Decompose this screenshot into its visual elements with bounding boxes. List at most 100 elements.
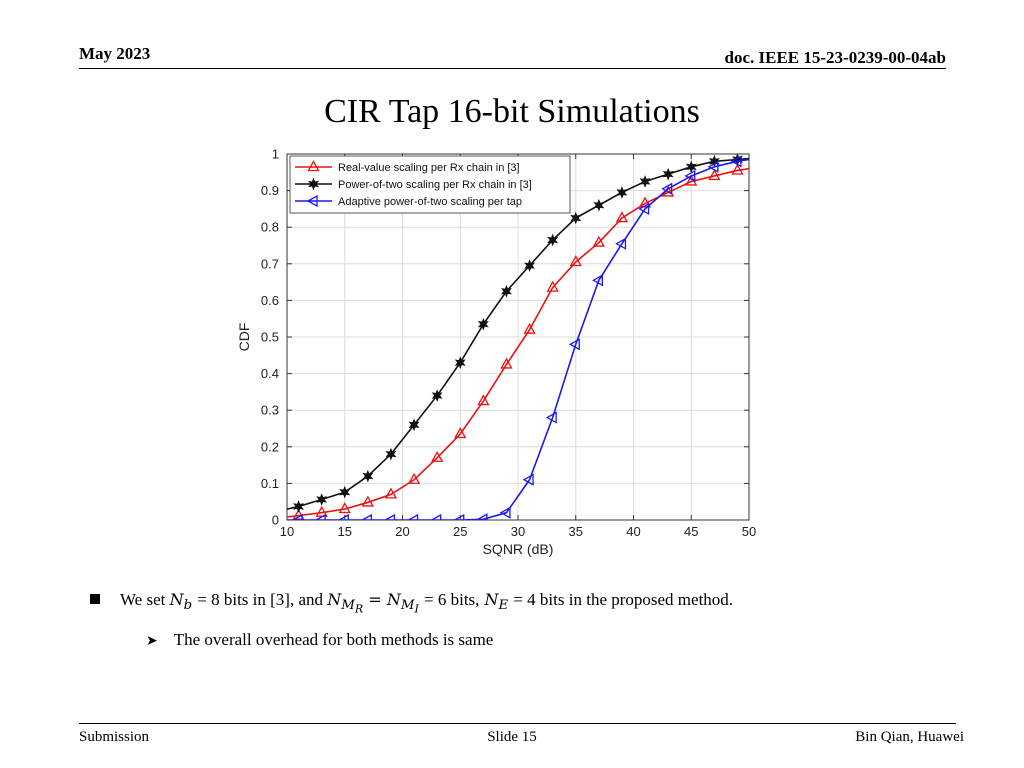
series-1-point <box>638 196 652 208</box>
series-1-line <box>287 167 749 518</box>
footer-submission: Submission <box>79 729 150 745</box>
series-2-point <box>662 167 674 181</box>
plot-frame <box>286 153 750 521</box>
series-2-line <box>287 157 749 511</box>
series-3-point <box>407 513 419 520</box>
x-tick-label: 50 <box>742 524 756 539</box>
x-axis-label: SQNR (dB) <box>483 541 554 557</box>
bullet-1-text-a: We set <box>120 590 170 609</box>
x-tick-label: 35 <box>569 524 583 539</box>
footer-rule <box>79 723 956 724</box>
y-tick-label: 0.7 <box>261 256 279 271</box>
legend-marker-1 <box>307 160 320 172</box>
legend-label-1: Real-value scaling per Rx chain in [3] <box>338 162 520 174</box>
series-2-point <box>316 493 328 506</box>
y-tick-label: 0.1 <box>261 476 279 491</box>
series-1 <box>287 163 749 520</box>
series-3-line <box>287 158 749 520</box>
series-2 <box>287 154 749 513</box>
series-3-point <box>545 411 557 424</box>
x-tick-label: 40 <box>626 524 640 539</box>
math-nmr-nmi: NMR = NMI <box>327 590 419 616</box>
series-3-point <box>384 513 396 520</box>
series-1-point <box>546 280 559 292</box>
bullet-2: ➤ The overall overhead for both methods i… <box>146 630 493 650</box>
series-1-point <box>338 502 351 514</box>
series-3-point <box>291 513 303 520</box>
series-2-point <box>362 469 374 483</box>
series-3-point <box>337 513 349 520</box>
bullet-1-text-b: = 8 bits in [3], and <box>197 590 328 609</box>
series-2-point <box>570 211 582 225</box>
bullet-1: We set Nb = 8 bits in [3], and NMR = NMI… <box>90 590 733 616</box>
arrow-bullet-icon: ➤ <box>146 634 158 649</box>
square-bullet-icon <box>90 594 100 604</box>
series-3-point <box>707 160 719 173</box>
series-3-point <box>476 513 488 520</box>
series-3-point <box>684 169 696 183</box>
bullet-1-text-c: = 6 bits, <box>424 590 480 609</box>
series-3-point <box>453 513 465 520</box>
series-2-point <box>593 198 605 212</box>
bullet-1-text-d: = 4 bits in the proposed method. <box>513 590 734 609</box>
series-3-point <box>499 506 511 519</box>
y-tick-label: 0.8 <box>261 220 279 235</box>
y-tick-label: 0.3 <box>261 403 279 418</box>
series-2-point <box>477 317 489 331</box>
series-1-point <box>384 487 398 499</box>
series-3-point <box>638 202 650 216</box>
legend-marker-2 <box>308 177 319 191</box>
bullet-2-text: The overall overhead for both methods is… <box>173 630 494 649</box>
series-1-point <box>431 450 444 462</box>
math-ne: NE <box>484 590 509 614</box>
legend-label-2: Power-of-two scaling per Rx chain in [3] <box>338 179 532 191</box>
slide-title: CIR Tap 16-bit Simulations <box>324 93 700 130</box>
footer-author: Bin Qian, Huawei <box>855 729 964 745</box>
series-1-point <box>315 505 328 517</box>
y-tick-label: 0 <box>272 513 279 528</box>
series-2-point <box>639 175 651 188</box>
series-3-point <box>522 473 534 486</box>
series-3-point <box>361 513 373 520</box>
series-2-point <box>547 233 559 247</box>
series-2-point <box>293 500 305 513</box>
x-tick-label: 45 <box>684 524 698 539</box>
legend-marker-3 <box>306 194 318 208</box>
cdf-line-chart: 10 15 20 25 30 35 40 45 50 0 0.1 0.2 0.3 0.4 0.5 0.6 0.7… <box>236 147 756 558</box>
series-3-point <box>615 237 627 250</box>
legend-label-3: Adaptive power-of-two scaling per tap <box>338 196 522 208</box>
series-1-point <box>708 169 721 181</box>
series-3-point <box>568 338 580 351</box>
series-1-point <box>454 427 467 439</box>
y-tick-label: 0.2 <box>261 439 279 454</box>
x-tick-label: 10 <box>280 524 294 539</box>
series-3-point <box>430 513 442 520</box>
series-2-point <box>616 186 628 199</box>
series-2-point <box>454 356 466 369</box>
series-1-point <box>407 472 421 484</box>
series-3-point <box>730 155 742 168</box>
series-1-point <box>615 211 629 223</box>
series-1-point <box>592 235 605 247</box>
series-3 <box>287 155 749 520</box>
y-tick-label: 1 <box>272 147 279 162</box>
series-2-point <box>500 284 512 298</box>
x-tick-label: 20 <box>395 524 409 539</box>
chart-legend: Real-value scaling per Rx chain in [3] Po… <box>289 155 571 214</box>
header-doc-id: doc. IEEE 15-23-0239-00-04ab <box>724 48 946 67</box>
x-tick-label: 15 <box>338 524 352 539</box>
series-1-point <box>477 394 490 406</box>
series-1-point <box>569 255 582 267</box>
series-2-point <box>408 418 420 432</box>
y-tick-label: 0.5 <box>261 330 279 345</box>
math-nb: Nb <box>169 590 193 614</box>
x-tick-label: 25 <box>453 524 467 539</box>
header-rule <box>79 68 946 69</box>
y-tick-label: 0.6 <box>261 293 279 308</box>
series-2-point <box>339 485 351 499</box>
series-1-point <box>731 163 744 175</box>
header-date: May 2023 <box>79 44 151 63</box>
series-3-point <box>661 182 673 195</box>
legend-box <box>289 155 571 214</box>
y-axis-label: CDF <box>236 323 252 352</box>
